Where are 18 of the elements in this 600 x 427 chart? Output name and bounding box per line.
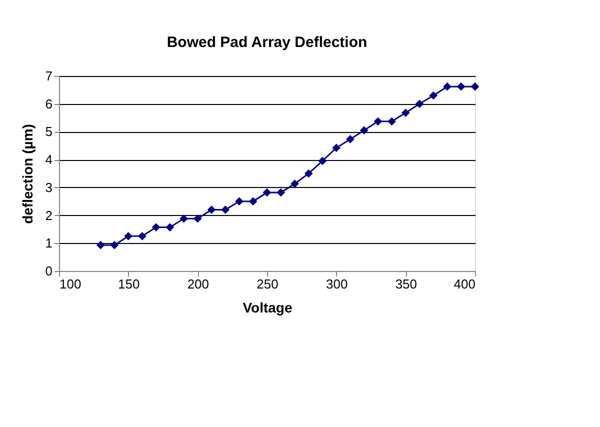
x-axis-title: Voltage bbox=[242, 300, 292, 316]
y-tick-label: 5 bbox=[45, 124, 52, 140]
y-tick-label: 6 bbox=[45, 96, 52, 112]
x-tick-label: 150 bbox=[118, 276, 140, 292]
x-tick-label: 200 bbox=[187, 276, 210, 292]
x-tick-label: 300 bbox=[326, 276, 348, 292]
y-tick-label: 7 bbox=[45, 68, 52, 84]
y-axis-title: deflection (µm) bbox=[19, 124, 36, 224]
x-tick-label: 100 bbox=[60, 276, 82, 292]
y-tick-label: 0 bbox=[45, 264, 52, 278]
x-tick-label: 350 bbox=[395, 276, 418, 292]
y-tick-label: 4 bbox=[45, 152, 52, 168]
y-tick-label: 1 bbox=[45, 236, 52, 251]
x-tick-label: 400 bbox=[454, 276, 476, 292]
chart-title: Bowed Pad Array Deflection bbox=[166, 34, 368, 51]
y-tick-label: 2 bbox=[45, 208, 52, 223]
y-tick-label: 3 bbox=[45, 180, 52, 195]
x-tick-label: 250 bbox=[256, 276, 278, 292]
